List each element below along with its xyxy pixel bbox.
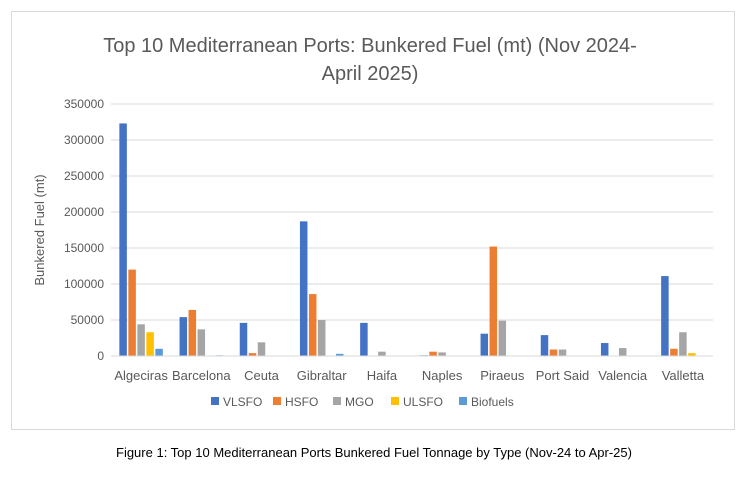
legend-label-vlsfo: VLSFO — [223, 395, 262, 409]
y-tick-label: 150000 — [64, 241, 104, 255]
x-tick-label: Valencia — [598, 368, 648, 383]
bar-mgo-algeciras — [137, 324, 145, 356]
x-tick-label: Ceuta — [244, 368, 279, 383]
bar-mgo-piraeus — [498, 320, 507, 356]
legend-swatch-mgo — [333, 397, 341, 405]
x-tick-label: Valletta — [662, 368, 705, 383]
bar-mgo-naples — [438, 352, 446, 356]
figure-caption: Figure 1: Top 10 Mediterranean Ports Bun… — [116, 445, 632, 460]
bar-hsfo-port-said — [549, 349, 558, 356]
y-tick-label: 350000 — [64, 97, 104, 111]
bar-mgo-haifa — [378, 351, 386, 356]
y-axis-label: Bunkered Fuel (mt) — [32, 174, 47, 285]
x-tick-label: Piraeus — [480, 368, 525, 383]
bar-hsfo-barcelona — [188, 309, 197, 356]
x-tick-label: Barcelona — [172, 368, 231, 383]
x-tick-label: Algeciras — [114, 368, 168, 383]
legend-label-ulsfo: ULSFO — [403, 395, 443, 409]
bar-mgo-ceuta — [257, 342, 266, 356]
bar-hsfo-piraeus — [489, 246, 498, 356]
bar-vlsfo-port-said — [540, 335, 549, 356]
chart-title-line: Top 10 Mediterranean Ports: Bunkered Fue… — [103, 35, 637, 57]
y-tick-label: 300000 — [64, 133, 104, 147]
bar-vlsfo-piraeus — [480, 333, 489, 356]
bar-vlsfo-ceuta — [239, 322, 248, 356]
x-tick-label: Port Said — [536, 368, 589, 383]
bar-ulsfo-algeciras — [146, 332, 154, 356]
bar-vlsfo-valletta — [661, 276, 669, 356]
x-tick-label: Gibraltar — [297, 368, 348, 383]
bar-vlsfo-gibraltar — [299, 221, 308, 356]
bar-vlsfo-algeciras — [119, 123, 127, 356]
bar-mgo-valletta — [679, 332, 687, 356]
legend-swatch-vlsfo — [211, 397, 219, 405]
bar-vlsfo-haifa — [360, 322, 368, 356]
bar-vlsfo-barcelona — [179, 317, 188, 356]
y-tick-label: 250000 — [64, 169, 104, 183]
y-tick-label: 0 — [97, 349, 104, 363]
bar-biofuels-algeciras — [155, 348, 163, 356]
legend-swatch-hsfo — [273, 397, 281, 405]
bar-ulsfo-valletta — [688, 353, 696, 356]
legend-label-hsfo: HSFO — [285, 395, 318, 409]
x-tick-label: Haifa — [367, 368, 398, 383]
bar-chart: Top 10 Mediterranean Ports: Bunkered Fue… — [32, 35, 713, 409]
bar-hsfo-ceuta — [248, 353, 257, 356]
y-tick-label: 200000 — [64, 205, 104, 219]
bar-mgo-port-said — [558, 349, 567, 356]
chart-area: Top 10 Mediterranean Ports: Bunkered Fue… — [11, 11, 735, 430]
bar-biofuels-gibraltar — [335, 353, 344, 356]
bar-vlsfo-valencia — [600, 343, 609, 356]
x-tick-label: Naples — [422, 368, 463, 383]
bar-mgo-barcelona — [197, 329, 206, 356]
bar-mgo-valencia — [618, 348, 627, 356]
legend-swatch-biofuels — [459, 397, 467, 405]
legend-label-mgo: MGO — [345, 395, 374, 409]
legend-label-biofuels: Biofuels — [471, 395, 514, 409]
bar-hsfo-naples — [429, 351, 437, 356]
y-tick-label: 100000 — [64, 277, 104, 291]
bar-hsfo-algeciras — [128, 269, 136, 356]
y-tick-label: 50000 — [71, 313, 105, 327]
legend-swatch-ulsfo — [391, 397, 399, 405]
bar-hsfo-valletta — [670, 348, 678, 356]
chart-title-line: April 2025) — [322, 63, 419, 85]
bar-mgo-gibraltar — [317, 320, 326, 356]
bar-hsfo-gibraltar — [308, 294, 317, 356]
